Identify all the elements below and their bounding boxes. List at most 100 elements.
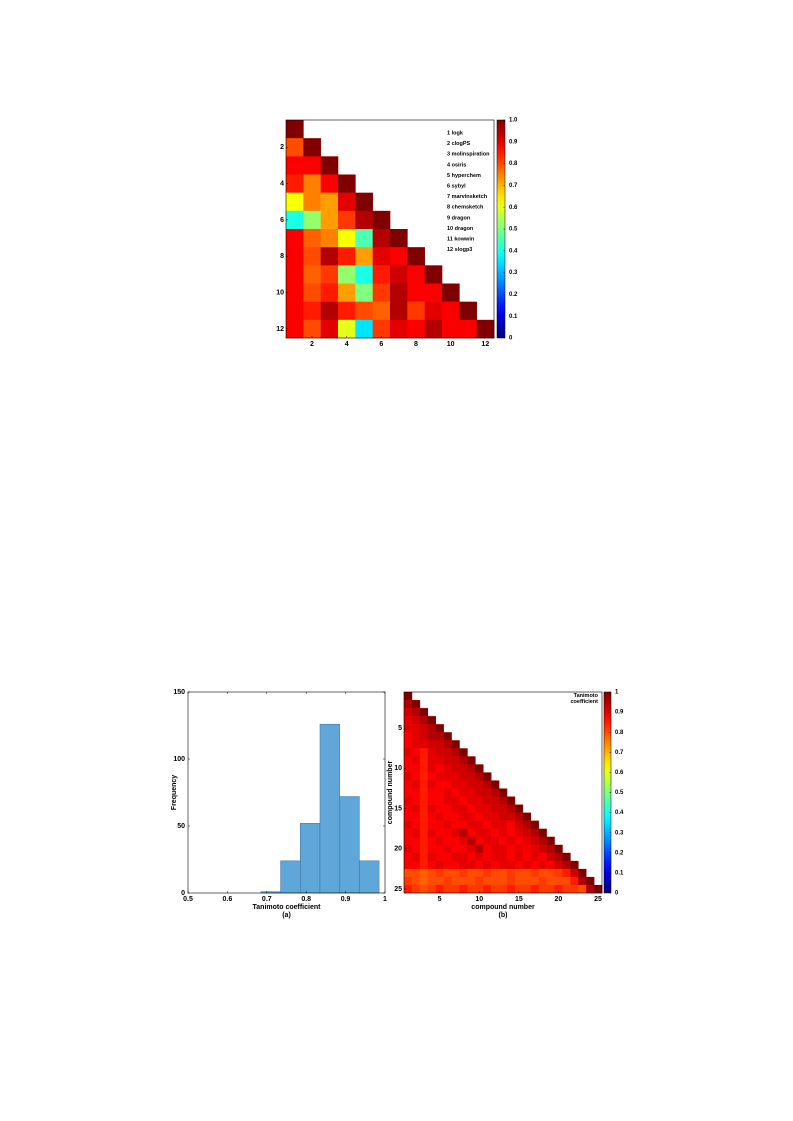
colorbar-tick-label: 0.3: [615, 830, 624, 836]
heatmap-cell: [419, 868, 429, 878]
colorbar-tick-label: 0: [615, 891, 619, 897]
heatmap-cell: [427, 740, 436, 749]
heatmap-cell: [338, 210, 356, 230]
heatmap-cell: [538, 828, 547, 838]
heatmap-cell: [411, 708, 421, 717]
y-tick-label: 5: [398, 725, 402, 732]
heatmap-cell: [554, 852, 563, 862]
heatmap-cell: [483, 844, 492, 854]
histogram-bar: [319, 723, 340, 894]
heatmap-cell: [404, 708, 413, 717]
y-tick-label: 12: [276, 326, 284, 333]
heatmap-cell: [499, 884, 508, 894]
heatmap-cell: [522, 868, 532, 878]
x-axis-label: Tanimoto coefficient: [253, 904, 322, 911]
heatmap-cell: [443, 740, 452, 749]
heatmap-cell: [467, 828, 476, 838]
heatmap-cell: [411, 764, 421, 773]
heatmap-cell: [303, 301, 321, 321]
heatmap-cell: [514, 804, 524, 813]
y-axis-label: compound number: [387, 761, 394, 825]
heatmap-cell: [506, 844, 516, 854]
heatmap-cell: [404, 836, 413, 846]
x-tick-label: 0.8: [301, 896, 311, 903]
heatmap-cell: [491, 780, 500, 789]
heatmap-cell: [303, 265, 321, 284]
heatmap-cell: [411, 716, 421, 725]
heatmap-cell: [411, 700, 421, 709]
colorbar-tick-label: 0.6: [615, 770, 624, 776]
heatmap-cell: [419, 756, 429, 765]
legend-entry: 10 dragon: [447, 226, 474, 232]
heatmap-cell: [435, 868, 444, 878]
heatmap-cell: [467, 876, 476, 886]
heatmap-cell: [404, 804, 413, 813]
heatmap-cell: [459, 764, 468, 773]
heatmap-cell: [554, 868, 563, 878]
heatmap-cell: [522, 812, 532, 821]
heatmap-cell: [355, 283, 373, 302]
heatmap-cell: [435, 724, 444, 733]
heatmap-cell: [451, 812, 460, 821]
heatmap-cell: [419, 796, 429, 805]
heatmap-cell: [499, 788, 508, 797]
caption: (b): [499, 912, 508, 919]
colorbar-tick-label: 0.7: [615, 750, 624, 756]
heatmap-cell: [411, 788, 421, 797]
x-tick-label: 10: [475, 896, 483, 903]
heatmap-cell: [451, 764, 460, 773]
legend-entry: 8 chemsketch: [447, 205, 484, 211]
colorbar-tick-label: 0: [509, 336, 513, 342]
legend-entry: 5 hyperchem: [447, 173, 481, 179]
heatmap-cell: [459, 852, 468, 862]
heatmap-cell: [530, 852, 539, 862]
heatmap-cell: [411, 748, 421, 757]
histogram-bar: [280, 860, 301, 894]
heatmap-cell: [530, 876, 539, 886]
heatmap-cell: [459, 780, 468, 789]
heatmap-cell: [404, 844, 413, 854]
heatmap-cell: [554, 860, 563, 870]
x-tick-label: 0.9: [341, 896, 351, 903]
heatmap-cell: [419, 708, 429, 717]
heatmap-cell: [338, 319, 356, 339]
heatmap-cell: [286, 265, 304, 284]
heatmap-cell: [467, 844, 476, 854]
heatmap-cell: [411, 724, 421, 733]
heatmap-cell: [419, 748, 429, 757]
heatmap-cell: [475, 860, 484, 870]
heatmap-cell: [435, 772, 444, 781]
heatmap-cell: [522, 860, 532, 870]
heatmap-cell: [459, 884, 468, 894]
colorbar-tick-label: 0.2: [509, 292, 518, 298]
heatmap-cell: [419, 836, 429, 846]
heatmap-cell: [483, 820, 492, 829]
heatmap-cell: [427, 812, 436, 821]
heatmap-cell: [404, 748, 413, 757]
heatmap-cell: [483, 868, 492, 878]
heatmap-cell: [404, 716, 413, 725]
heatmap-cell: [506, 828, 516, 838]
heatmap-cell: [286, 283, 304, 302]
heatmap-cell: [483, 860, 492, 870]
heatmap-cell: [467, 780, 476, 789]
heatmap-cell: [459, 812, 468, 821]
heatmap-cell: [570, 868, 579, 878]
heatmap-cell: [459, 860, 468, 870]
colorbar-tick-label: 0.7: [509, 183, 518, 189]
heatmap-cell: [442, 283, 460, 302]
legend-entry: 4 osiris: [447, 162, 466, 168]
heatmap-cell: [499, 804, 508, 813]
heatmap-cell: [506, 796, 516, 805]
heatmap-cell: [499, 828, 508, 838]
heatmap-cell: [286, 174, 304, 193]
heatmap-cell: [506, 868, 516, 878]
heatmap-cell: [411, 796, 421, 805]
heatmap-cell: [443, 788, 452, 797]
heatmap-cell: [506, 820, 516, 829]
heatmap-cell: [435, 740, 444, 749]
heatmap-cell: [499, 812, 508, 821]
heatmap-cell: [419, 772, 429, 781]
heatmap-cell: [390, 265, 408, 284]
